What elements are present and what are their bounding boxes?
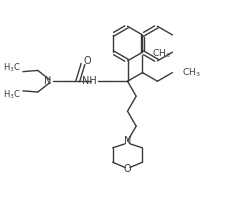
Text: NH: NH <box>82 76 97 86</box>
Text: CH$_3$: CH$_3$ <box>151 48 170 60</box>
Text: CH$_3$: CH$_3$ <box>181 66 199 79</box>
Text: N: N <box>44 76 51 86</box>
Text: O: O <box>83 56 91 66</box>
Text: H$_3$C: H$_3$C <box>3 88 21 101</box>
Text: O: O <box>123 164 131 174</box>
Text: H$_3$C: H$_3$C <box>3 62 21 74</box>
Text: N: N <box>123 136 131 146</box>
